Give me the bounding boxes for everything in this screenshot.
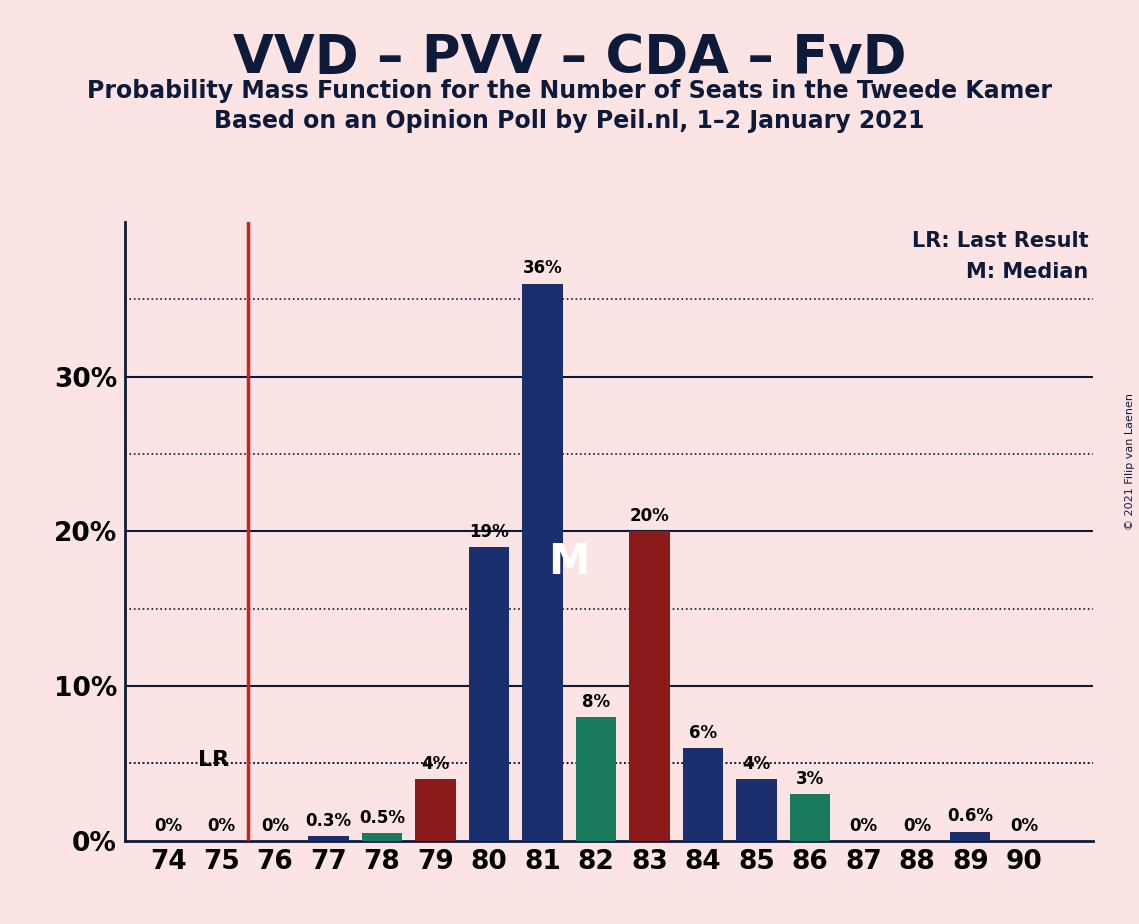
Bar xyxy=(737,779,777,841)
Text: 0.3%: 0.3% xyxy=(305,812,352,830)
Text: 20%: 20% xyxy=(630,507,670,525)
Text: 0%: 0% xyxy=(850,817,877,834)
Text: VVD – PVV – CDA – FvD: VVD – PVV – CDA – FvD xyxy=(232,32,907,84)
Text: 0%: 0% xyxy=(903,817,931,834)
Bar xyxy=(416,779,456,841)
Text: 0%: 0% xyxy=(207,817,236,834)
Text: 8%: 8% xyxy=(582,693,611,711)
Bar xyxy=(309,836,349,841)
Text: LR: Last Result: LR: Last Result xyxy=(912,231,1089,251)
Text: M: M xyxy=(549,541,590,583)
Bar xyxy=(683,748,723,841)
Text: 6%: 6% xyxy=(689,723,718,742)
Bar xyxy=(576,717,616,841)
Bar xyxy=(362,833,402,841)
Text: 3%: 3% xyxy=(796,771,825,788)
Text: 4%: 4% xyxy=(743,755,771,772)
Bar xyxy=(630,531,670,841)
Text: 0.6%: 0.6% xyxy=(948,808,993,825)
Text: 0%: 0% xyxy=(1010,817,1038,834)
Text: Based on an Opinion Poll by Peil.nl, 1–2 January 2021: Based on an Opinion Poll by Peil.nl, 1–2… xyxy=(214,109,925,133)
Text: LR: LR xyxy=(198,749,230,770)
Text: Probability Mass Function for the Number of Seats in the Tweede Kamer: Probability Mass Function for the Number… xyxy=(87,79,1052,103)
Bar xyxy=(523,284,563,841)
Text: 19%: 19% xyxy=(469,523,509,541)
Text: 4%: 4% xyxy=(421,755,450,772)
Bar xyxy=(950,832,991,841)
Text: 0%: 0% xyxy=(261,817,289,834)
Text: M: Median: M: Median xyxy=(966,262,1089,282)
Text: © 2021 Filip van Laenen: © 2021 Filip van Laenen xyxy=(1125,394,1134,530)
Bar xyxy=(789,795,830,841)
Text: 0%: 0% xyxy=(154,817,182,834)
Text: 0.5%: 0.5% xyxy=(359,808,405,827)
Bar xyxy=(469,547,509,841)
Text: 36%: 36% xyxy=(523,260,563,277)
